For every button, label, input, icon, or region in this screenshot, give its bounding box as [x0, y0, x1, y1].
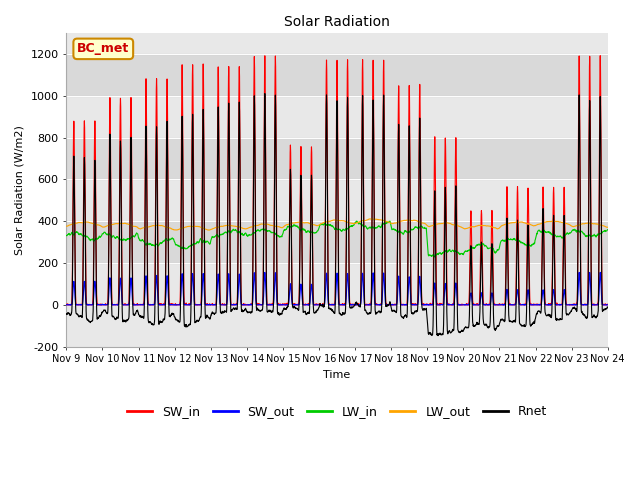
Legend: SW_in, SW_out, LW_in, LW_out, Rnet: SW_in, SW_out, LW_in, LW_out, Rnet: [122, 400, 552, 423]
SW_out: [596, 269, 604, 275]
SW_in: [604, 301, 611, 307]
Text: BC_met: BC_met: [77, 42, 129, 55]
LW_out: [353, 220, 360, 226]
Line: SW_out: SW_out: [67, 272, 607, 305]
LW_out: [214, 224, 221, 230]
Y-axis label: Solar Radiation (W/m2): Solar Radiation (W/m2): [15, 125, 25, 255]
SW_in: [353, 301, 360, 307]
LW_in: [365, 225, 372, 231]
LW_out: [63, 223, 70, 229]
SW_in: [571, 302, 579, 308]
Rnet: [604, 304, 611, 310]
LW_out: [205, 227, 213, 233]
Line: Rnet: Rnet: [67, 94, 607, 336]
Bar: [67, 138, 608, 180]
Rnet: [213, 212, 221, 218]
LW_in: [572, 227, 579, 233]
Rnet: [556, 315, 564, 321]
LW_out: [495, 226, 502, 231]
SW_in: [494, 301, 502, 307]
SW_out: [494, 302, 502, 308]
Rnet: [353, 300, 360, 306]
SW_in: [63, 302, 70, 308]
LW_in: [213, 232, 221, 238]
Rnet: [572, 305, 579, 311]
LW_out: [365, 216, 372, 222]
SW_out: [213, 288, 221, 293]
SW_out: [63, 302, 70, 308]
LW_in: [556, 233, 564, 239]
Bar: [67, 54, 608, 96]
SW_in: [596, 53, 604, 59]
Line: SW_in: SW_in: [67, 56, 607, 305]
X-axis label: Time: Time: [323, 370, 351, 380]
Rnet: [63, 311, 70, 317]
SW_in: [365, 302, 372, 308]
LW_in: [353, 218, 361, 224]
SW_in: [63, 302, 70, 308]
Rnet: [261, 91, 269, 96]
Line: LW_in: LW_in: [67, 221, 607, 257]
Title: Solar Radiation: Solar Radiation: [284, 15, 390, 29]
Rnet: [434, 333, 442, 338]
LW_in: [431, 254, 439, 260]
LW_in: [63, 233, 70, 239]
SW_out: [571, 302, 579, 308]
Line: LW_out: LW_out: [67, 219, 607, 230]
SW_out: [604, 302, 611, 308]
Rnet: [495, 324, 502, 329]
LW_in: [495, 247, 502, 252]
LW_in: [604, 227, 611, 232]
LW_out: [556, 219, 564, 225]
LW_out: [604, 224, 611, 230]
SW_in: [556, 301, 564, 307]
Bar: [67, 221, 608, 263]
SW_out: [556, 302, 563, 308]
LW_out: [572, 223, 579, 229]
LW_out: [368, 216, 376, 222]
LW_in: [353, 218, 360, 224]
SW_in: [214, 144, 221, 150]
SW_out: [353, 302, 360, 308]
Rnet: [365, 311, 372, 317]
SW_out: [364, 302, 372, 308]
